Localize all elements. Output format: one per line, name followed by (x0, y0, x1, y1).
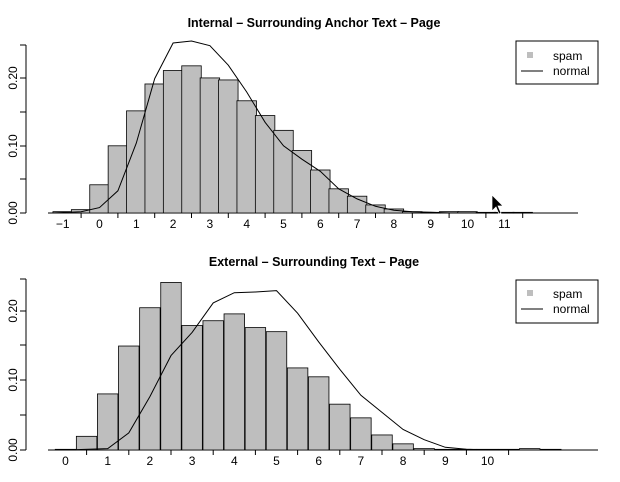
legend: spam normal (515, 40, 599, 85)
y-tick-label: 0.20 (6, 299, 20, 323)
bar-spam (519, 448, 541, 451)
bar-spam (202, 320, 224, 451)
y-tick-label: 0.00 (6, 201, 20, 225)
x-tick-label: 0 (96, 217, 103, 231)
x-tick-label: 1 (104, 454, 111, 468)
x-tick-label: 7 (354, 217, 361, 231)
x-tick-label: 10 (481, 454, 495, 468)
bar-spam (273, 129, 294, 214)
bar-spam (413, 448, 435, 451)
bar-spam (392, 443, 414, 451)
x-axis: 0 1 2 3 4 5 6 7 8 9 10 (62, 450, 510, 468)
bar-spam (97, 393, 119, 451)
bar-spam (181, 325, 203, 451)
bar-spam (107, 145, 129, 214)
line-series-normal (65, 290, 488, 451)
y-tick-label: 0.00 (6, 438, 20, 462)
bar-spam (308, 376, 330, 451)
x-tick-label: 9 (427, 217, 434, 231)
bar-spam (254, 115, 276, 214)
bar-spam (512, 211, 533, 214)
bar-spam (223, 313, 245, 451)
bar-spam (160, 282, 182, 451)
bar-spam (434, 448, 456, 451)
legend-swatch-spam (527, 52, 533, 58)
x-tick-label: 5 (280, 217, 287, 231)
legend-label-normal: normal (553, 302, 590, 316)
x-tick-label: 11 (498, 217, 511, 231)
x-tick-label: 2 (170, 217, 177, 231)
y-tick-label: 0.10 (6, 368, 20, 392)
bar-spam (350, 417, 372, 451)
bar-spam (329, 403, 351, 451)
x-tick-label: 1 (133, 217, 140, 231)
x-tick-label: 2 (147, 454, 154, 468)
x-tick-label: 6 (317, 217, 324, 231)
bar-series-spam (52, 65, 533, 214)
y-tick-label: 0.10 (6, 134, 20, 158)
bar-spam (75, 435, 98, 451)
bar-spam (236, 100, 257, 214)
mouse-cursor-icon (491, 194, 504, 215)
legend-box (515, 40, 599, 85)
bar-spam (371, 434, 393, 451)
x-tick-label: 3 (207, 217, 214, 231)
legend-label-spam: spam (553, 287, 582, 301)
legend-label-spam: spam (553, 49, 582, 63)
x-tick-label: 7 (358, 454, 365, 468)
legend-box (515, 279, 599, 324)
x-tick-label: 5 (273, 454, 280, 468)
legend: spam normal (515, 279, 599, 324)
x-tick-label: 3 (189, 454, 196, 468)
bar-spam (291, 150, 313, 214)
panel-internal: Internal – Surrounding Anchor Text – Pag… (6, 16, 599, 231)
y-tick-label: 0.20 (6, 66, 20, 90)
bar-spam (286, 367, 309, 451)
bar-spam (244, 327, 267, 451)
chart-title: Internal – Surrounding Anchor Text – Pag… (188, 16, 441, 30)
bar-spam (218, 79, 239, 214)
bar-spam (540, 448, 562, 451)
bar-spam (181, 65, 202, 214)
legend-swatch-spam (527, 290, 533, 296)
bar-spam (118, 345, 140, 451)
x-tick-label: 6 (315, 454, 322, 468)
line-series-normal (51, 40, 505, 214)
x-tick-label: 4 (231, 454, 238, 468)
x-tick-label: 8 (400, 454, 407, 468)
x-tick-label: 9 (442, 454, 449, 468)
panel-external: External – Surrounding Text – Page 0.00 … (6, 255, 599, 468)
bar-spam (265, 331, 288, 451)
bar-spam (310, 169, 331, 214)
x-tick-label: 0 (62, 454, 69, 468)
bar-spam (162, 70, 184, 214)
legend-label-normal: normal (553, 64, 590, 78)
chart-title: External – Surrounding Text – Page (209, 255, 419, 269)
x-tick-label: 8 (391, 217, 398, 231)
bar-spam (199, 77, 221, 214)
x-tick-label: −1 (56, 217, 70, 231)
x-axis: −1 0 1 2 3 4 5 6 7 8 9 10 11 (56, 213, 524, 231)
x-tick-label: 4 (243, 217, 250, 231)
bar-series-spam (54, 282, 562, 451)
x-tick-label: 10 (461, 217, 475, 231)
bar-spam (497, 448, 520, 451)
bar-spam (139, 307, 161, 451)
